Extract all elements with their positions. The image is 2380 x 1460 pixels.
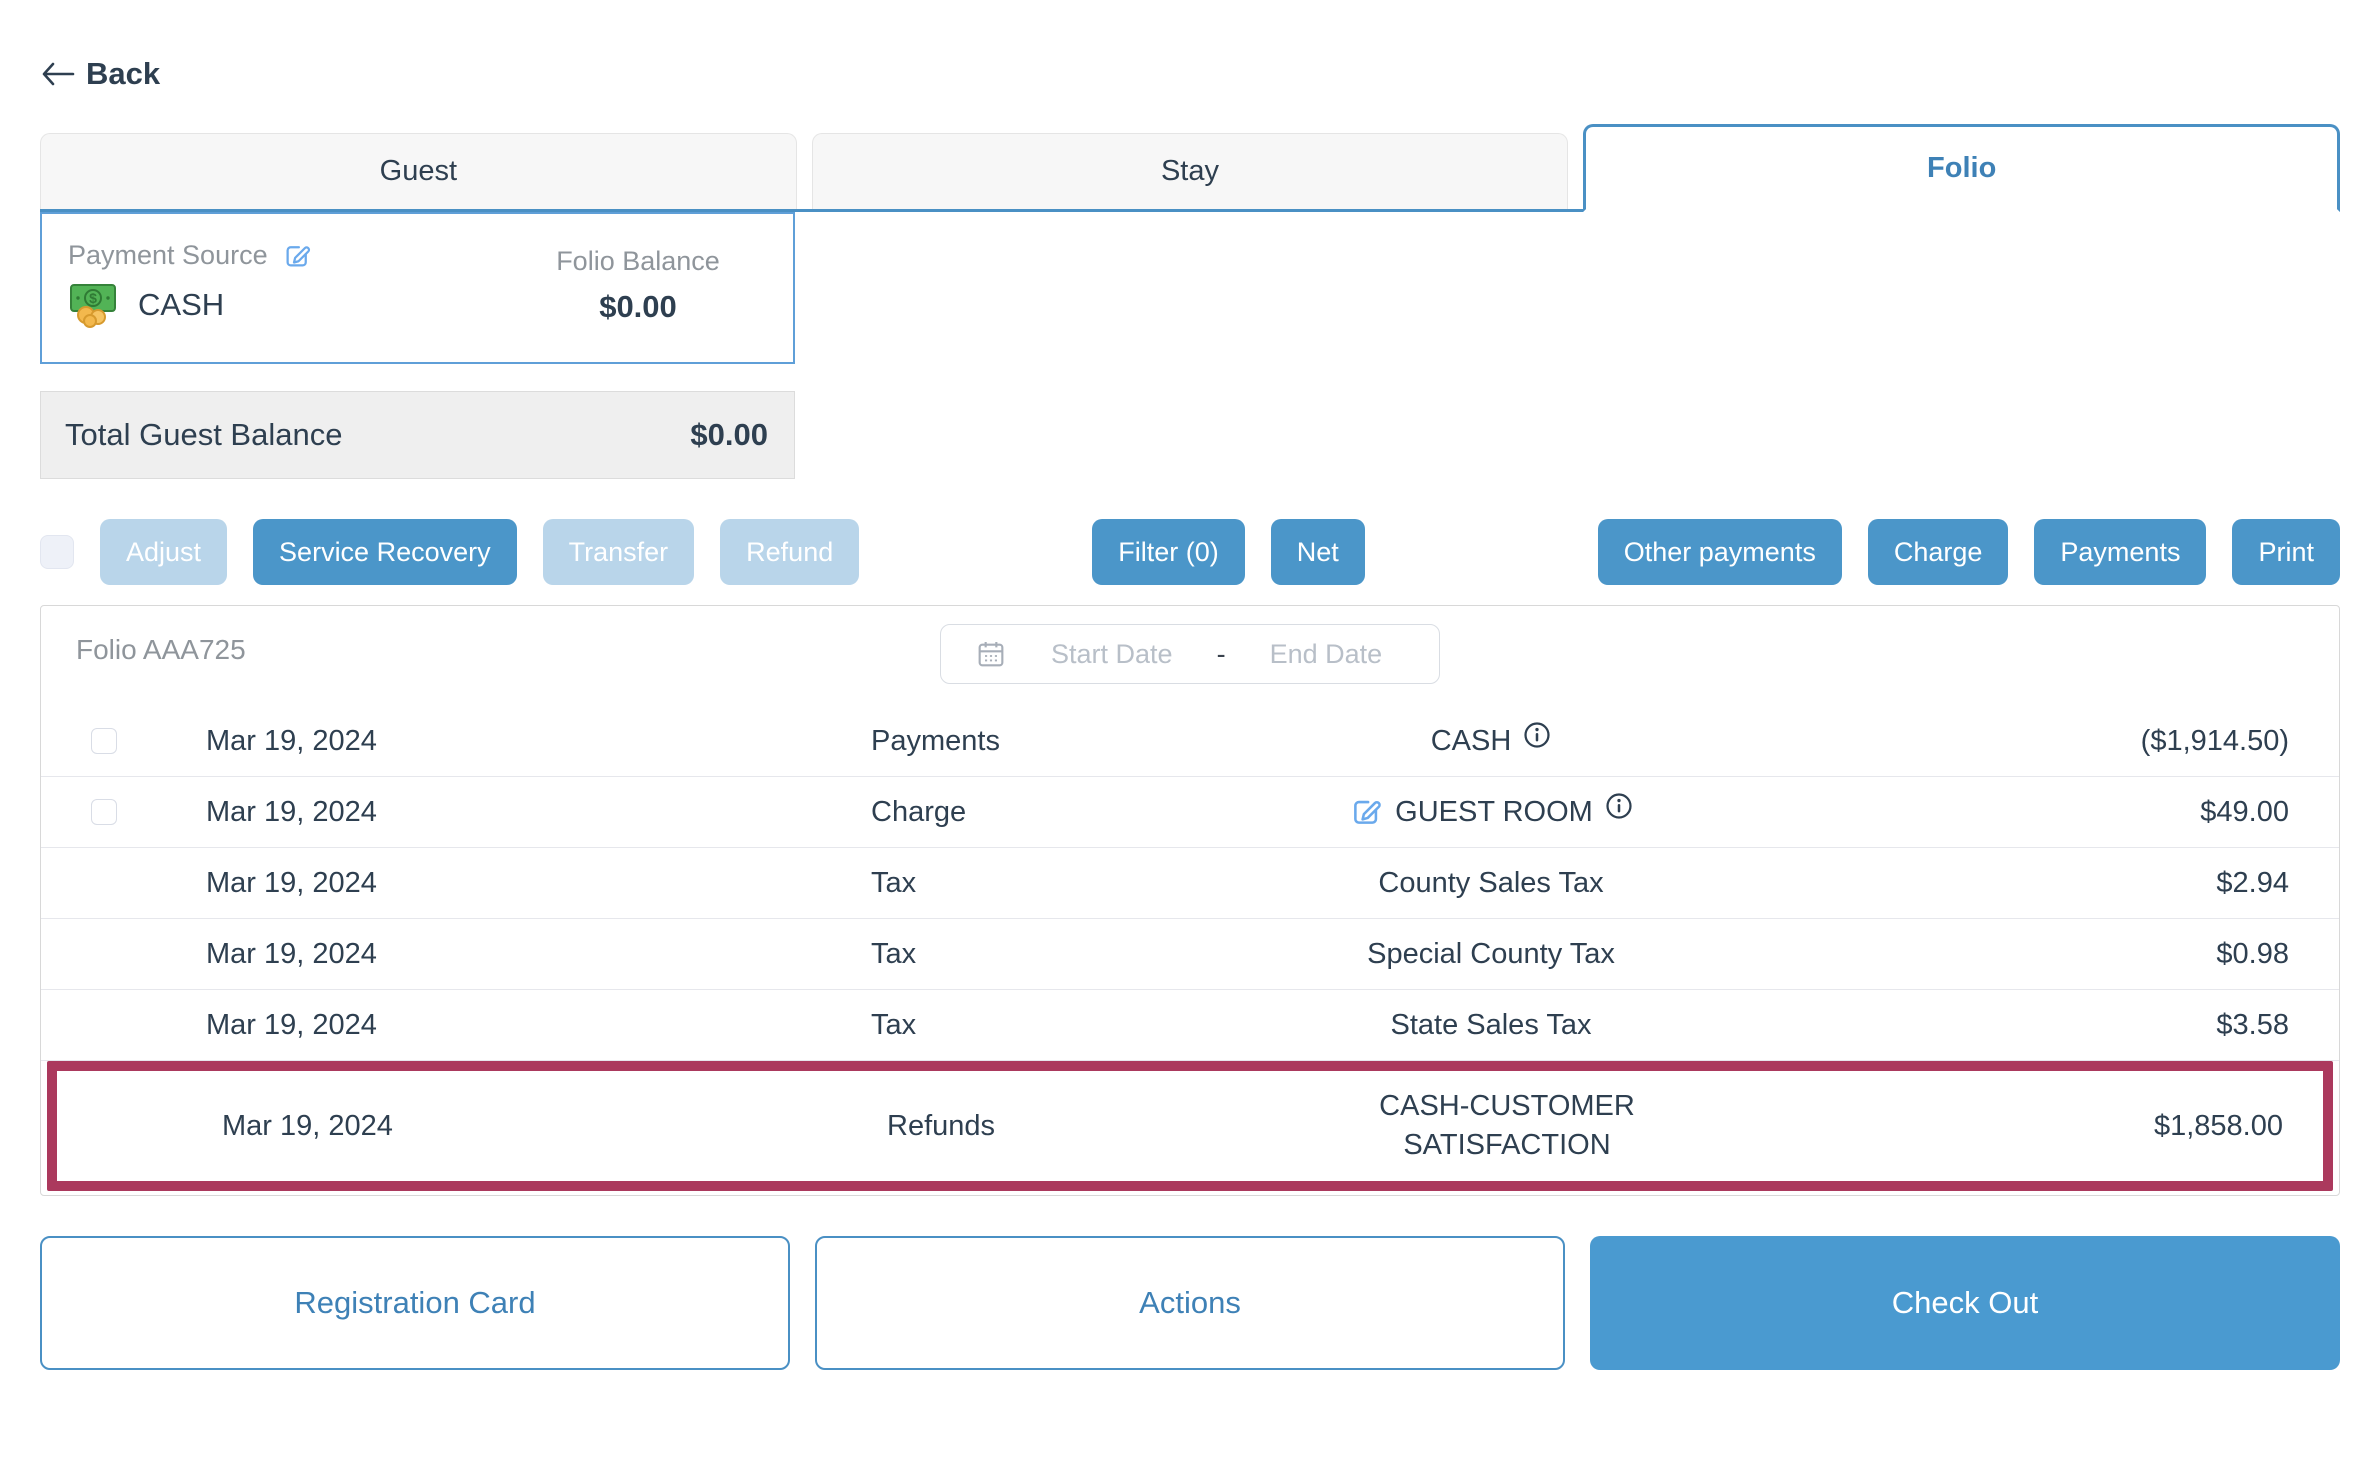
adjust-button[interactable]: Adjust — [100, 519, 228, 585]
row-date: Mar 19, 2024 — [206, 724, 377, 757]
row-checkbox[interactable] — [91, 799, 117, 825]
folio-row-refund-highlighted: Mar 19, 2024 Refunds CASH-CUSTOMER SATIS… — [47, 1061, 2333, 1191]
back-label: Back — [86, 56, 161, 91]
row-amount: $0.98 — [2216, 937, 2289, 970]
edit-icon[interactable] — [1349, 795, 1383, 829]
row-date: Mar 19, 2024 — [206, 1008, 377, 1041]
folio-title: Folio AAA725 — [76, 634, 246, 665]
folio-balance-value: $0.00 — [599, 289, 677, 324]
row-type: Tax — [871, 866, 917, 899]
payment-source-label: Payment Source — [68, 240, 268, 270]
payments-button[interactable]: Payments — [2034, 519, 2207, 585]
svg-text:$: $ — [89, 290, 97, 306]
other-payments-button[interactable]: Other payments — [1597, 519, 1842, 585]
folio-toolbar: Adjust Service Recovery Transfer Refund … — [40, 519, 2340, 585]
start-date-placeholder: Start Date — [1051, 638, 1173, 669]
registration-card-button[interactable]: Registration Card — [40, 1236, 790, 1370]
row-date: Mar 19, 2024 — [206, 937, 377, 970]
net-button[interactable]: Net — [1270, 519, 1365, 585]
tab-guest[interactable]: Guest — [40, 133, 797, 209]
row-amount: $2.94 — [2216, 866, 2289, 899]
select-all-checkbox[interactable] — [40, 535, 74, 569]
row-name: CASH — [1430, 724, 1512, 757]
print-button[interactable]: Print — [2232, 519, 2340, 585]
row-name: County Sales Tax — [1378, 866, 1604, 899]
transfer-button[interactable]: Transfer — [542, 519, 695, 585]
row-name: GUEST ROOM — [1395, 795, 1593, 828]
row-date: Mar 19, 2024 — [222, 1109, 393, 1142]
row-type: Refunds — [887, 1109, 996, 1142]
folio-balance-label: Folio Balance — [556, 246, 720, 276]
folio-row-payments-cash: Mar 19, 2024 Payments CASH ($1,914.50) — [41, 706, 2339, 777]
service-recovery-button[interactable]: Service Recovery — [253, 519, 517, 585]
actions-button[interactable]: Actions — [815, 1236, 1565, 1370]
total-guest-balance-value: $0.00 — [690, 417, 768, 452]
check-out-button[interactable]: Check Out — [1590, 1236, 2340, 1370]
payment-method-value: CASH — [138, 287, 225, 322]
folio-row-tax-county: Mar 19, 2024 Tax County Sales Tax $2.94 — [41, 848, 2339, 919]
row-type: Tax — [871, 1008, 917, 1041]
folio-page: Back Guest Stay Folio Payment Source — [0, 56, 2380, 1370]
back-button[interactable]: Back — [40, 56, 160, 92]
total-guest-balance-bar: Total Guest Balance $0.00 — [40, 391, 795, 479]
row-amount: ($1,914.50) — [2140, 724, 2289, 757]
tab-stay[interactable]: Stay — [811, 133, 1569, 209]
info-icon[interactable] — [1523, 721, 1551, 749]
calendar-icon — [975, 638, 1007, 670]
tab-bar: Guest Stay Folio — [40, 124, 2340, 212]
end-date-placeholder: End Date — [1269, 638, 1383, 669]
row-date: Mar 19, 2024 — [206, 795, 377, 828]
date-range-input[interactable]: Start Date - End Date — [940, 624, 1440, 684]
row-amount: $1,858.00 — [2153, 1109, 2283, 1142]
row-name: CASH-CUSTOMER SATISFACTION — [1379, 1089, 1635, 1161]
edit-icon[interactable] — [282, 241, 312, 271]
charge-button[interactable]: Charge — [1867, 519, 2009, 585]
info-icon[interactable] — [1605, 792, 1633, 820]
cash-icon: $ — [68, 281, 122, 329]
folio-row-tax-state: Mar 19, 2024 Tax State Sales Tax $3.58 — [41, 990, 2339, 1061]
row-type: Tax — [871, 937, 917, 970]
row-checkbox[interactable] — [91, 728, 117, 754]
row-date: Mar 19, 2024 — [206, 866, 377, 899]
row-name: State Sales Tax — [1390, 1008, 1592, 1041]
payment-source-card: Payment Source $ — [40, 212, 795, 364]
footer-actions: Registration Card Actions Check Out — [40, 1236, 2340, 1370]
folio-panel: Folio AAA725 Start Date - End Date Mar 1… — [40, 605, 2340, 1196]
row-amount: $3.58 — [2216, 1008, 2289, 1041]
refund-button[interactable]: Refund — [720, 519, 860, 585]
folio-row-tax-special-county: Mar 19, 2024 Tax Special County Tax $0.9… — [41, 919, 2339, 990]
folio-row-charge-guest-room: Mar 19, 2024 Charge GUEST ROOM — [41, 777, 2339, 848]
filter-button[interactable]: Filter (0) — [1092, 519, 1245, 585]
tab-folio[interactable]: Folio — [1583, 124, 2340, 212]
row-type: Payments — [871, 724, 1000, 757]
date-range-separator: - — [1216, 638, 1226, 669]
row-type: Charge — [871, 795, 967, 828]
row-name: Special County Tax — [1367, 937, 1615, 970]
back-arrow-icon — [40, 59, 76, 89]
row-amount: $49.00 — [2200, 795, 2289, 828]
total-guest-balance-label: Total Guest Balance — [65, 417, 343, 452]
